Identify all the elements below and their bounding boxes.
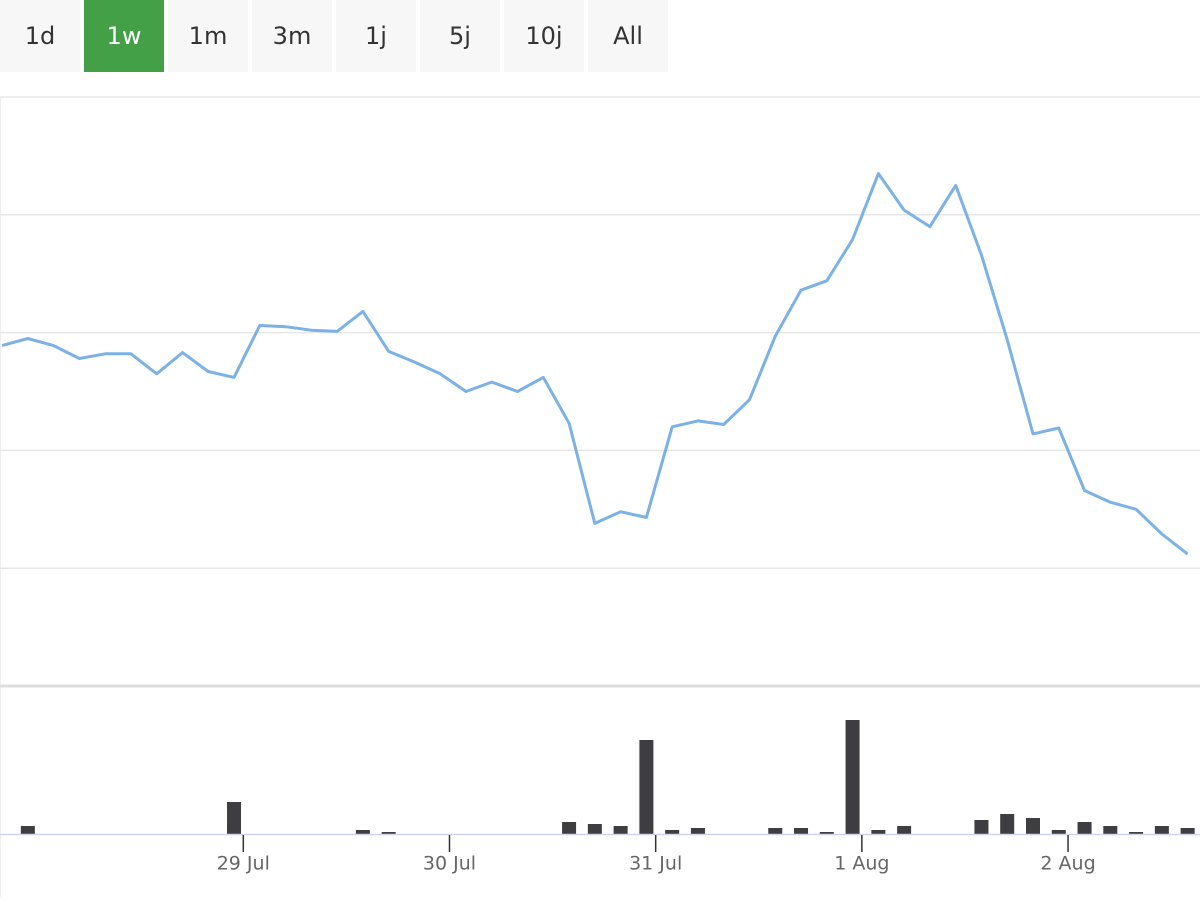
volume-bar — [381, 832, 396, 834]
volume-bar — [587, 824, 602, 834]
volume-bar — [562, 822, 577, 834]
volume-bar — [665, 830, 680, 834]
x-tick-label: 31 Jul — [629, 853, 682, 875]
volume-bar — [1154, 826, 1169, 834]
range-button[interactable]: 3m — [252, 0, 332, 72]
volume-bar — [871, 830, 886, 834]
volume-bar — [1000, 814, 1015, 834]
volume-bar — [897, 826, 912, 834]
range-button[interactable]: 1d — [0, 0, 80, 72]
range-button[interactable]: 10j — [504, 0, 584, 72]
volume-bar — [1025, 818, 1040, 834]
volume-bar — [1103, 826, 1118, 834]
range-button[interactable]: All — [588, 0, 668, 72]
volume-bar — [768, 828, 783, 834]
volume-bar — [355, 830, 370, 834]
volume-bar — [639, 740, 654, 834]
volume-bar — [819, 832, 834, 834]
volume-bar — [974, 820, 989, 834]
volume-bar — [690, 828, 705, 834]
volume-bar — [1077, 822, 1092, 834]
volume-bar — [613, 826, 628, 834]
volume-bar — [1180, 828, 1195, 834]
volume-bar — [794, 828, 809, 834]
x-tick-label: 2 Aug — [1040, 853, 1095, 875]
range-button[interactable]: 1w — [84, 0, 164, 72]
volume-bar — [845, 720, 860, 834]
range-button[interactable]: 5j — [420, 0, 500, 72]
range-button[interactable]: 1m — [168, 0, 248, 72]
x-tick-label: 1 Aug — [834, 853, 889, 875]
volume-bar — [227, 802, 242, 834]
range-button[interactable]: 1j — [336, 0, 416, 72]
price-line — [1, 172, 1189, 556]
x-tick-label: 29 Jul — [217, 853, 270, 875]
volume-bar — [1129, 832, 1144, 834]
x-tick-label: 30 Jul — [423, 853, 476, 875]
volume-bar — [20, 826, 35, 834]
volume-bar — [1051, 830, 1066, 834]
